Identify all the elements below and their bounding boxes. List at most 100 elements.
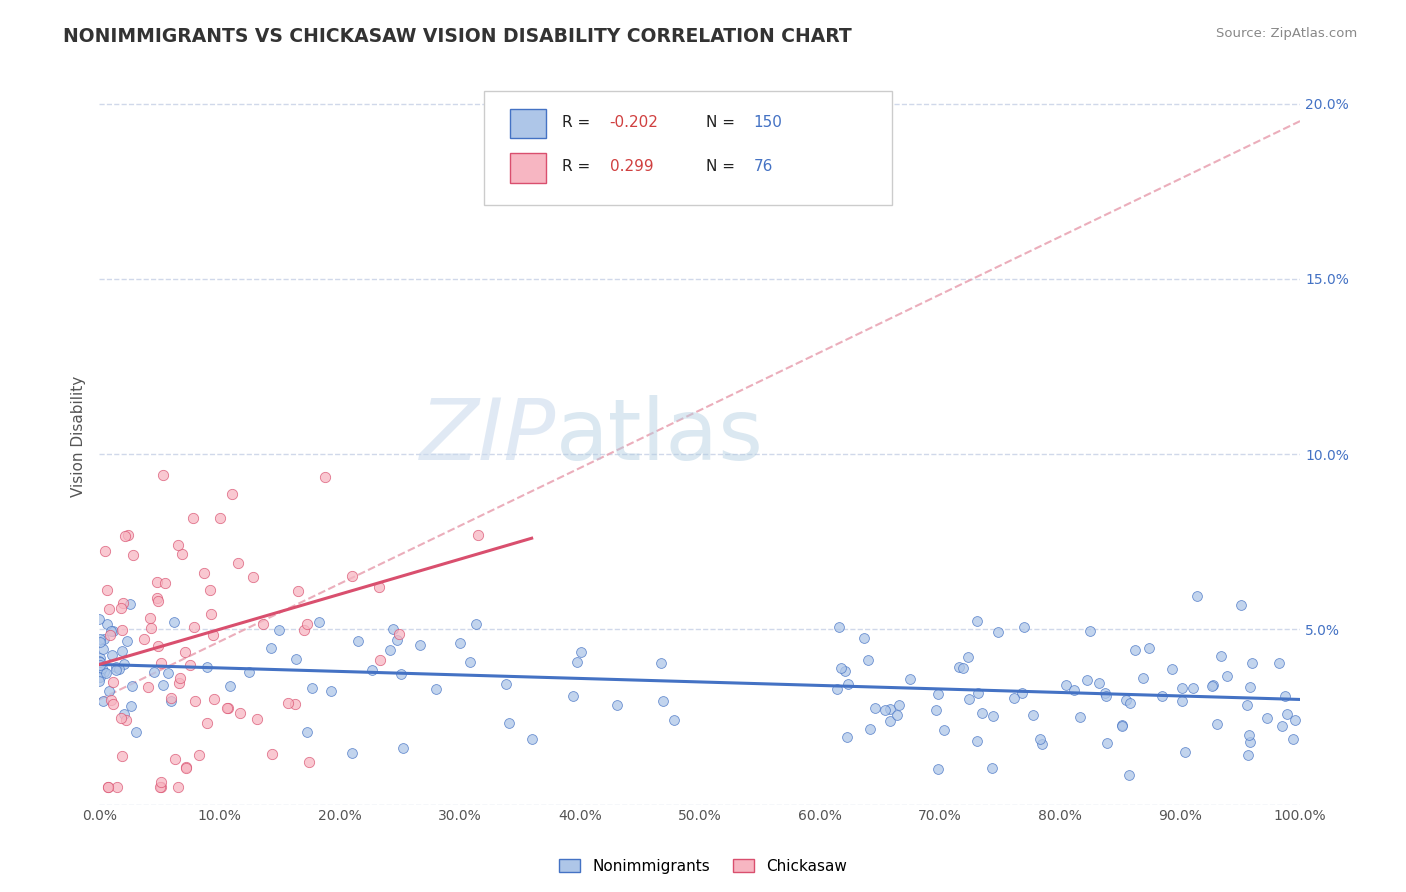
Point: [569, 645, 592, 659]
Point: [262, 747, 284, 762]
Point: [125, 725, 148, 739]
Point: [149, 780, 172, 794]
Point: [887, 698, 910, 712]
Point: [260, 641, 283, 656]
Point: [957, 692, 980, 706]
Point: [927, 687, 949, 701]
Point: [115, 634, 138, 648]
Point: [121, 679, 143, 693]
Point: [1137, 640, 1160, 655]
Text: -0.202: -0.202: [610, 115, 658, 129]
Point: [89, 673, 111, 688]
Point: [1267, 656, 1289, 670]
Point: [100, 624, 122, 638]
Point: [202, 691, 225, 706]
Point: [89, 651, 111, 665]
Point: [865, 700, 887, 714]
Point: [425, 682, 447, 697]
Point: [1284, 714, 1306, 728]
Point: [100, 628, 122, 642]
Point: [385, 633, 408, 648]
Point: [837, 677, 859, 691]
Point: [1031, 738, 1053, 752]
Text: 76: 76: [754, 159, 773, 174]
Point: [966, 686, 988, 700]
Point: [167, 538, 190, 552]
Point: [163, 615, 186, 629]
Point: [834, 665, 856, 679]
FancyBboxPatch shape: [484, 91, 891, 204]
Point: [143, 665, 166, 679]
Point: [150, 775, 173, 789]
Point: [1209, 649, 1232, 664]
Point: [105, 659, 128, 673]
Point: [167, 780, 190, 794]
Point: [176, 760, 198, 774]
Point: [1239, 735, 1261, 749]
Point: [321, 684, 343, 698]
Point: [562, 690, 585, 704]
Text: Source: ZipAtlas.com: Source: ZipAtlas.com: [1216, 27, 1357, 40]
Point: [174, 761, 197, 775]
Point: [89, 655, 111, 669]
Point: [89, 612, 111, 626]
Point: [195, 660, 218, 674]
Point: [1132, 671, 1154, 685]
Point: [987, 625, 1010, 640]
Point: [103, 698, 125, 712]
Point: [101, 624, 124, 638]
Point: [153, 576, 176, 591]
Legend: Nonimmigrants, Chickasaw: Nonimmigrants, Chickasaw: [553, 853, 853, 880]
Text: atlas: atlas: [555, 395, 763, 478]
Point: [388, 627, 411, 641]
Point: [651, 694, 673, 708]
Point: [828, 620, 851, 634]
Point: [1170, 694, 1192, 708]
Point: [837, 730, 859, 744]
Point: [606, 698, 628, 712]
Text: N =: N =: [706, 159, 740, 174]
Point: [115, 713, 138, 727]
Point: [650, 657, 672, 671]
Point: [1201, 679, 1223, 693]
Point: [1239, 728, 1261, 742]
Point: [301, 681, 323, 696]
Point: [156, 665, 179, 680]
Point: [187, 747, 209, 762]
Point: [93, 665, 115, 680]
Point: [948, 660, 970, 674]
Point: [277, 696, 299, 710]
Point: [170, 547, 193, 561]
Point: [94, 665, 117, 680]
Point: [179, 658, 201, 673]
Point: [465, 617, 488, 632]
FancyBboxPatch shape: [510, 153, 546, 183]
Point: [96, 582, 118, 597]
Point: [165, 752, 187, 766]
Point: [97, 683, 120, 698]
FancyBboxPatch shape: [510, 109, 546, 138]
Point: [111, 644, 134, 658]
Point: [146, 639, 169, 653]
Point: [498, 716, 520, 731]
Point: [226, 556, 249, 570]
Point: [169, 671, 191, 685]
Point: [110, 601, 132, 615]
Point: [89, 665, 111, 680]
Point: [873, 703, 896, 717]
Point: [381, 623, 404, 637]
Point: [217, 701, 239, 715]
Point: [183, 620, 205, 634]
Point: [173, 645, 195, 659]
Point: [342, 746, 364, 760]
Point: [1111, 719, 1133, 733]
Point: [89, 654, 111, 668]
Point: [966, 614, 988, 628]
Point: [97, 780, 120, 794]
Point: [368, 580, 391, 594]
Point: [269, 623, 291, 637]
Point: [1182, 681, 1205, 696]
Point: [1150, 690, 1173, 704]
Point: [89, 658, 111, 673]
Point: [246, 712, 269, 726]
